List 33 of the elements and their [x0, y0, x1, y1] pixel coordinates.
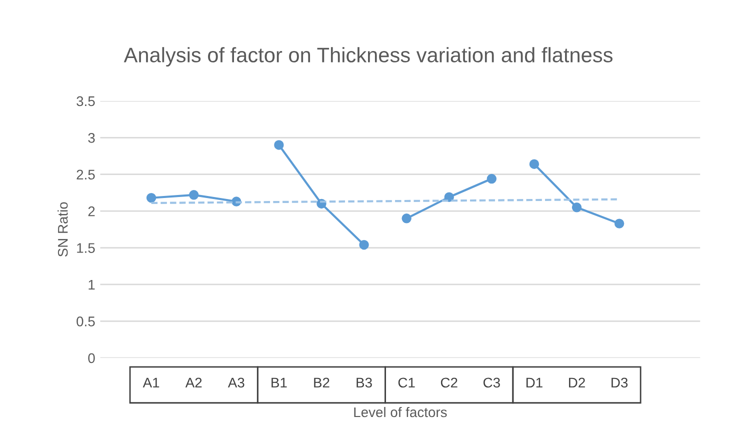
- point: [444, 192, 454, 202]
- point: [614, 218, 624, 228]
- point: [486, 174, 497, 184]
- y-tick-label: 3: [88, 132, 95, 143]
- y-tick-label: 1.5: [77, 243, 95, 253]
- x-tick-label: C1: [398, 378, 415, 388]
- point: [359, 240, 369, 250]
- x-tick-label: C2: [440, 378, 458, 388]
- x-tick-label: B2: [314, 378, 330, 388]
- y-tick-label: 3.5: [76, 96, 95, 106]
- point: [274, 140, 284, 150]
- y-tick-label: 2: [88, 206, 95, 216]
- y-tick-label: 1: [88, 280, 95, 290]
- point: [572, 202, 582, 212]
- point: [146, 192, 156, 203]
- chart-title: Analysis of factor on Thickness variation and flatness: [124, 47, 612, 67]
- y-axis-title: SN Ratio: [58, 202, 68, 257]
- y-tick-label: 2.5: [76, 170, 95, 180]
- x-tick-label: D1: [526, 378, 542, 388]
- y-tick-label: 0.5: [76, 316, 95, 326]
- x-tick-label: C3: [483, 378, 500, 388]
- x-tick-label: D3: [612, 378, 628, 388]
- x-tick-label: A3: [228, 378, 244, 388]
- x-tick-label: B3: [356, 378, 372, 388]
- x-tick-label: A2: [185, 378, 202, 388]
- point: [188, 190, 199, 200]
- point: [402, 214, 412, 224]
- x-tick-label: A1: [142, 378, 160, 388]
- x-tick-label: D2: [569, 378, 585, 388]
- point: [529, 159, 540, 169]
- y-tick-label: 0: [88, 353, 95, 364]
- x-tick-label: B1: [272, 378, 287, 388]
- x-axis-title: Level of factors: [354, 406, 447, 418]
